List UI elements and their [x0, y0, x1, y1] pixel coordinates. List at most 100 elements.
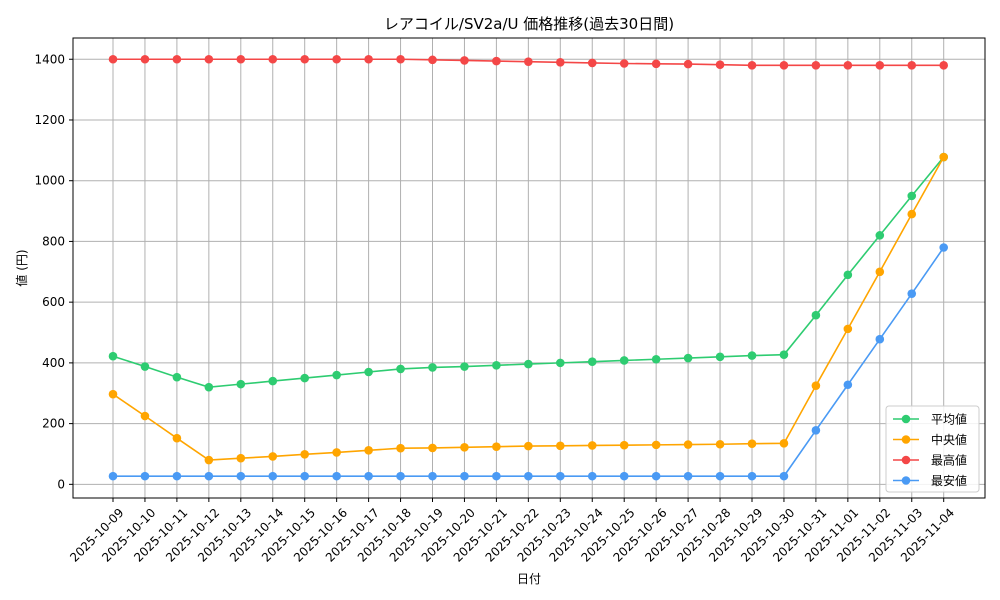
- data-point: [396, 364, 405, 374]
- y-tick-label: 1400: [34, 52, 65, 66]
- data-point: [556, 57, 565, 67]
- data-point: [619, 356, 629, 365]
- data-point: [939, 152, 948, 162]
- data-point: [108, 54, 118, 64]
- legend-label: 最安値: [931, 473, 967, 488]
- data-point: [428, 471, 437, 481]
- data-point: [556, 441, 565, 451]
- data-point: [779, 61, 789, 70]
- data-point: [172, 54, 182, 64]
- data-point: [460, 362, 469, 371]
- data-point: [204, 471, 214, 481]
- legend-label: 中央値: [931, 432, 967, 447]
- data-point: [524, 471, 533, 481]
- data-point: [396, 471, 405, 481]
- data-point: [268, 54, 278, 64]
- data-point: [460, 442, 469, 452]
- data-point: [747, 61, 757, 70]
- data-point: [811, 425, 821, 435]
- series: [108, 152, 948, 465]
- data-point: [779, 350, 789, 359]
- legend-marker: [901, 455, 911, 465]
- x-axis-label: 日付: [517, 572, 541, 586]
- data-point: [524, 359, 533, 369]
- data-point: [811, 310, 821, 320]
- data-point: [268, 452, 278, 461]
- y-tick-label: 1000: [34, 174, 65, 188]
- data-point: [364, 471, 373, 481]
- grid: [73, 38, 985, 498]
- data-point: [683, 353, 693, 363]
- data-point: [140, 54, 150, 64]
- data-point: [364, 367, 373, 377]
- data-point: [396, 54, 405, 64]
- data-point: [747, 351, 757, 360]
- data-point: [683, 59, 693, 69]
- data-point: [172, 471, 182, 481]
- legend-marker: [901, 414, 911, 424]
- data-point: [140, 362, 150, 371]
- y-axis-label: 値 (円): [14, 249, 29, 286]
- data-point: [428, 363, 437, 372]
- data-point: [300, 449, 310, 459]
- data-point: [683, 440, 693, 449]
- data-point: [364, 54, 373, 64]
- y-tick-label: 600: [42, 295, 65, 309]
- legend-marker: [901, 476, 911, 485]
- data-point: [492, 442, 501, 451]
- data-point: [204, 455, 214, 465]
- data-point: [332, 370, 341, 380]
- data-point: [236, 471, 246, 481]
- data-point: [811, 381, 821, 390]
- data-point: [460, 471, 469, 481]
- data-point: [300, 373, 310, 383]
- data-point: [108, 351, 118, 361]
- legend-item: 最安値: [893, 473, 967, 488]
- data-point: [236, 453, 246, 463]
- series-group: [108, 54, 948, 481]
- data-point: [587, 441, 597, 450]
- data-point: [300, 471, 310, 481]
- data-point: [332, 471, 341, 481]
- data-point: [204, 54, 214, 64]
- legend-box: [885, 405, 980, 493]
- axis-ticks: 2025-10-092025-10-102025-10-112025-10-12…: [34, 52, 957, 565]
- data-point: [204, 382, 214, 392]
- data-point: [747, 439, 757, 448]
- series: [108, 152, 948, 392]
- data-point: [747, 471, 757, 481]
- data-point: [843, 380, 853, 390]
- data-point: [651, 440, 661, 450]
- data-point: [907, 289, 917, 298]
- data-point: [875, 334, 885, 344]
- data-point: [460, 56, 469, 65]
- data-point: [619, 440, 629, 450]
- data-point: [108, 389, 118, 399]
- y-tick-label: 200: [42, 417, 65, 431]
- data-point: [907, 61, 917, 70]
- data-point: [651, 354, 661, 364]
- legend-label: 平均値: [931, 412, 967, 427]
- data-point: [875, 267, 885, 277]
- data-point: [587, 471, 597, 481]
- data-point: [108, 471, 118, 481]
- legend-item: 中央値: [893, 432, 967, 447]
- data-point: [843, 324, 853, 334]
- legend-label: 最高値: [931, 453, 967, 468]
- data-point: [779, 471, 789, 481]
- data-point: [651, 471, 661, 481]
- data-point: [587, 357, 597, 366]
- data-point: [811, 61, 821, 70]
- data-point: [843, 61, 853, 70]
- data-point: [715, 352, 725, 362]
- data-point: [715, 439, 725, 449]
- y-tick-label: 0: [57, 477, 65, 491]
- data-point: [396, 443, 405, 453]
- y-tick-label: 400: [42, 356, 65, 370]
- data-point: [428, 443, 437, 453]
- data-point: [492, 56, 501, 66]
- data-point: [492, 471, 501, 481]
- data-point: [524, 57, 533, 66]
- data-point: [907, 191, 917, 201]
